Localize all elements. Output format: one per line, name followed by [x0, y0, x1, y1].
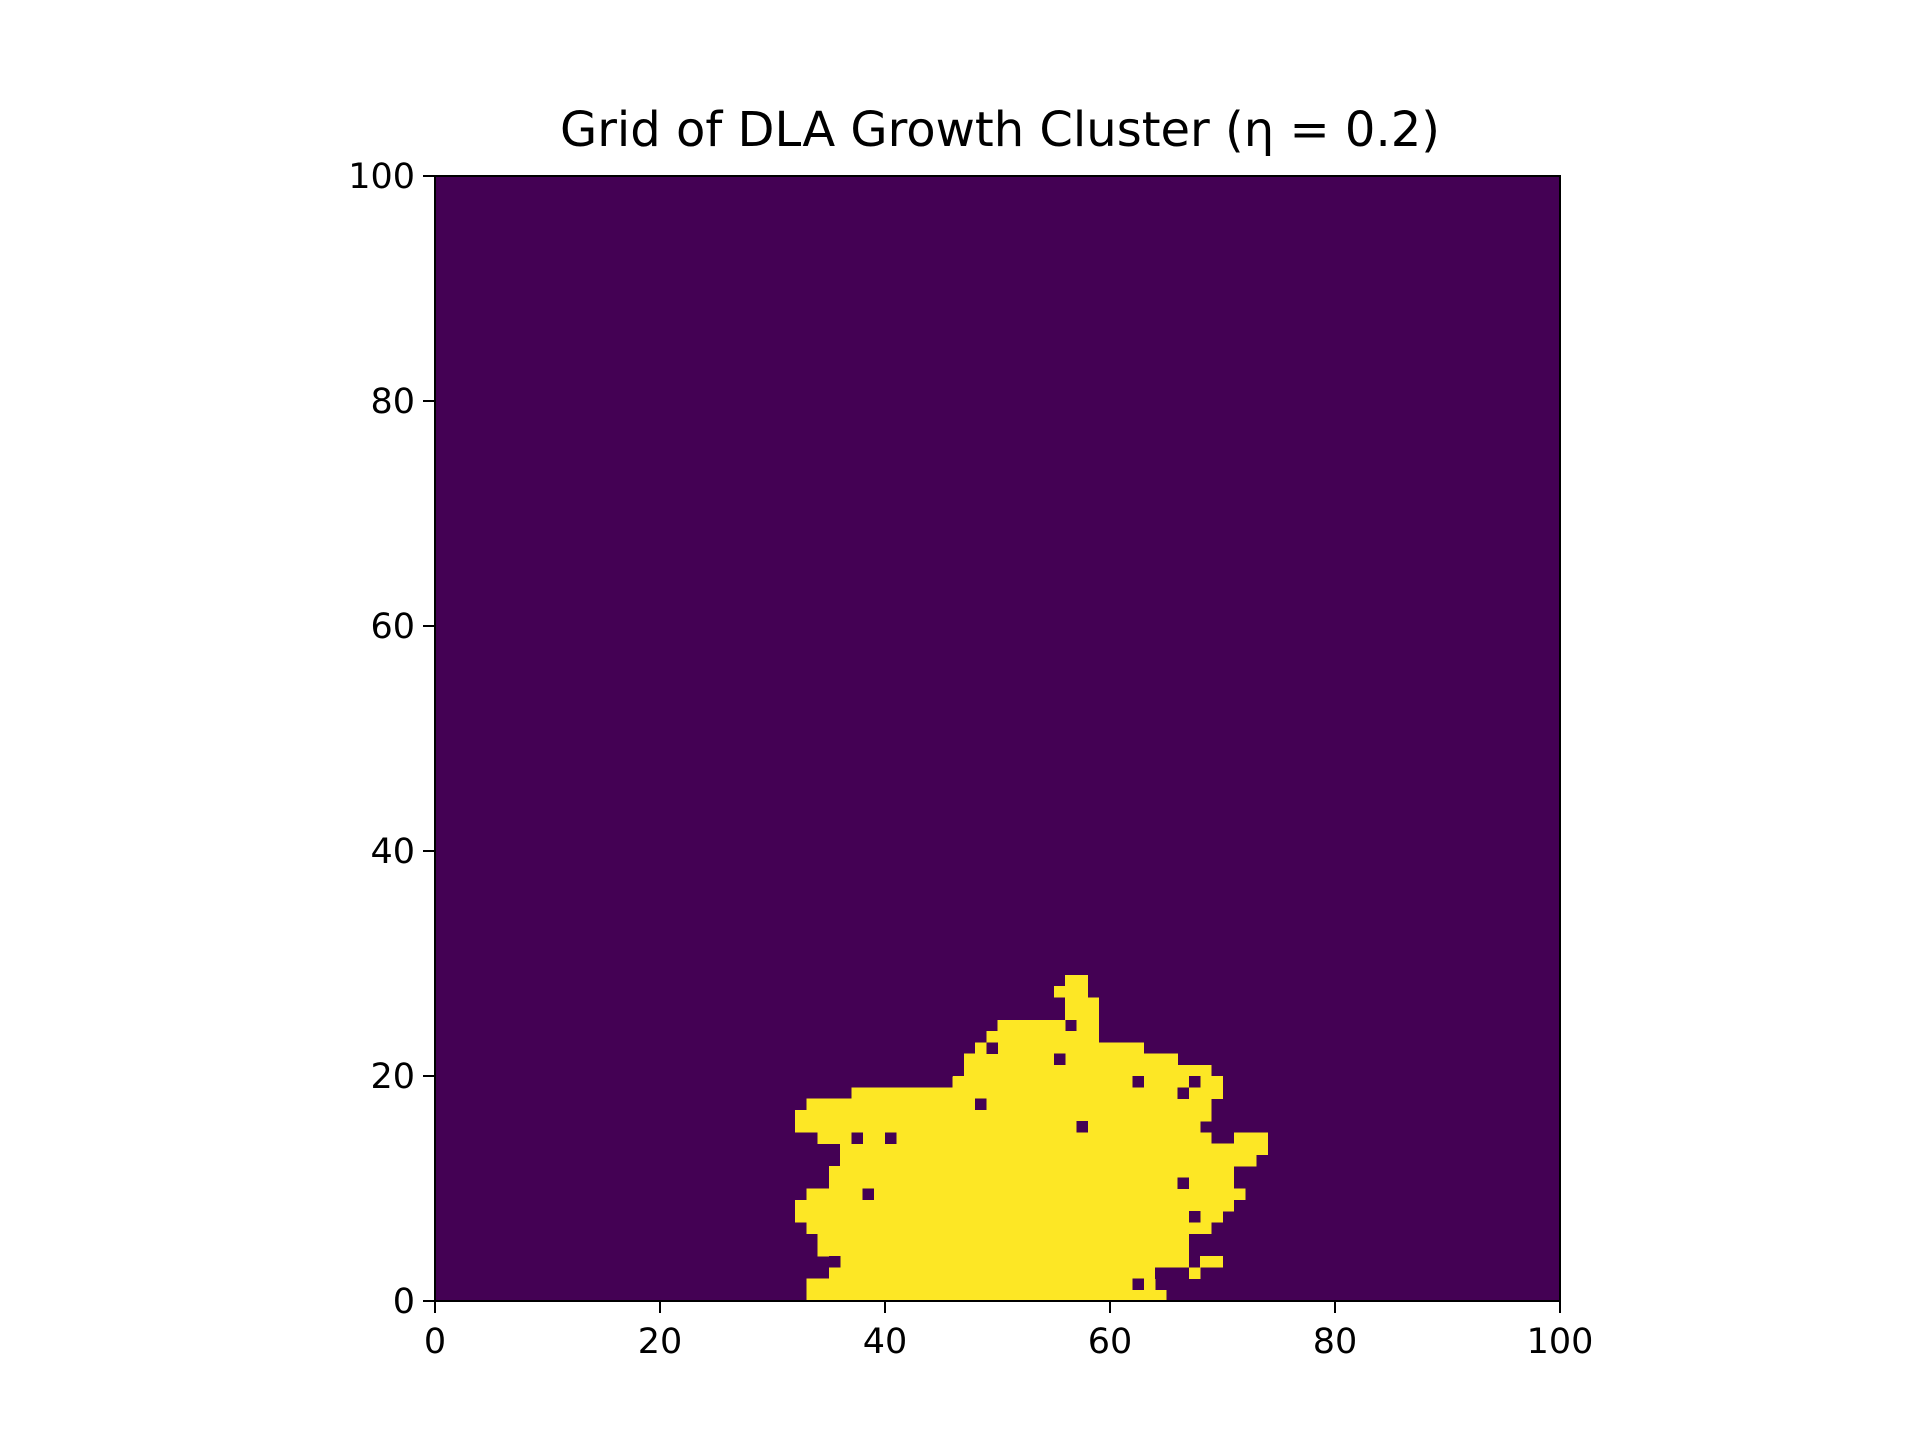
heatmap-cell-occupied: [963, 1053, 1178, 1066]
heatmap-cell-occupied: [963, 1064, 1212, 1077]
heatmap-cell-occupied: [828, 1267, 1167, 1279]
heatmap-cell-occupied: [1065, 974, 1088, 987]
heatmap-cell-occupied: [806, 1098, 1212, 1111]
y-axis: 0 20 40 60 80 100: [348, 157, 435, 1322]
heatmap-cell-occupied: [840, 1143, 1268, 1156]
heatmap-cell-occupied: [828, 1166, 1235, 1178]
heatmap-cell-empty: [941, 1064, 953, 1077]
heatmap-cell-occupied: [828, 1256, 1190, 1268]
heatmap-cell-occupied: [806, 1278, 1156, 1291]
heatmap-cell-empty: [975, 1098, 987, 1111]
heatmap-cell-occupied: [795, 1211, 1223, 1223]
heatmap-cell-occupied: [1233, 1132, 1268, 1144]
x-tick-label: 60: [1088, 1322, 1133, 1362]
heatmap-cell-occupied: [997, 1019, 1066, 1032]
heatmap-cell-empty: [1132, 1278, 1145, 1291]
heatmap-cell-occupied: [817, 1233, 1190, 1246]
x-tick-label: 20: [638, 1322, 683, 1362]
x-tick-label: 40: [863, 1322, 908, 1362]
heatmap-cell-occupied: [1065, 1008, 1100, 1021]
x-axis: 0 20 40 60 80 100: [424, 1301, 1594, 1362]
heatmap-cell-empty: [862, 1188, 875, 1201]
heatmap-cell-empty: [1076, 1121, 1088, 1133]
heatmap-cell-occupied: [1076, 1019, 1100, 1032]
heatmap-cell-occupied: [840, 1154, 1257, 1167]
y-tick-label: 0: [393, 1282, 415, 1322]
y-tick-label: 60: [370, 607, 415, 647]
heatmap-cell-empty: [1177, 1177, 1190, 1189]
heatmap-cell-empty: [1053, 1053, 1066, 1066]
y-tick-label: 100: [348, 157, 415, 197]
heatmap-cell-occupied: [1065, 997, 1100, 1009]
heatmap-cell-occupied: [817, 1132, 1212, 1144]
heatmap-cell-occupied: [851, 1087, 1223, 1099]
x-tick-label: 100: [1527, 1322, 1594, 1362]
heatmap-cell-occupied: [952, 1076, 1223, 1088]
y-tick-label: 80: [370, 382, 415, 422]
heatmap-cell-empty: [1132, 1076, 1145, 1088]
chart-title: Grid of DLA Growth Cluster (η = 0.2): [560, 102, 1440, 158]
heatmap-cell-occupied: [806, 1222, 1212, 1234]
heatmap-cell-occupied: [1188, 1267, 1201, 1279]
heatmap-cell-occupied: [795, 1199, 1235, 1212]
heatmap-cell-occupied: [806, 1289, 1167, 1302]
heatmap-cell-occupied: [975, 1042, 1145, 1054]
heatmap-cell-occupied: [795, 1121, 1201, 1133]
heatmap-cell-empty: [1188, 1076, 1201, 1088]
heatmap-cell-occupied: [1200, 1256, 1223, 1268]
y-tick-label: 40: [370, 832, 415, 872]
occupied-cells: [795, 974, 1268, 1302]
heatmap-cell-occupied: [828, 1177, 1235, 1189]
heatmap-cell-occupied: [986, 1031, 1100, 1043]
plot-area: [434, 175, 1561, 1302]
heatmap-cell-empty: [885, 1132, 897, 1144]
heatmap-cell-empty: [1188, 1211, 1201, 1223]
y-tick-label: 20: [370, 1057, 415, 1097]
heatmap-cell-empty: [1177, 1087, 1190, 1099]
heatmap-cell-empty: [851, 1132, 863, 1144]
heatmap-cell-occupied: [806, 1188, 1246, 1201]
heatmap-cell-empty: [1155, 1267, 1167, 1279]
plot-frame: [434, 175, 1561, 1302]
heatmap-cell-occupied: [795, 1109, 1212, 1122]
heatmap-cell-occupied: [1053, 986, 1088, 998]
heatmap-cell-occupied: [817, 1244, 1190, 1257]
x-tick-label: 80: [1313, 1322, 1358, 1362]
heatmap-cell-empty: [986, 1042, 998, 1054]
x-tick-label: 0: [424, 1322, 446, 1362]
heatmap-cell-empty: [828, 1256, 841, 1268]
